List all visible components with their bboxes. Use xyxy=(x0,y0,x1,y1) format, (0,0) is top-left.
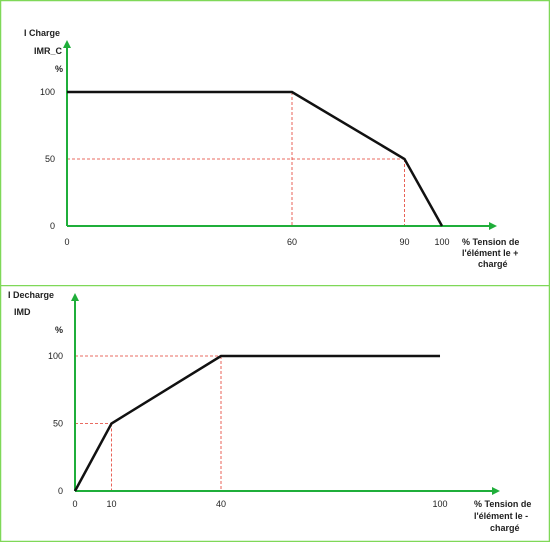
y-tick-label: 50 xyxy=(45,154,55,164)
y-axis-unit: % xyxy=(55,325,63,335)
x-tick-label: 0 xyxy=(72,499,77,509)
x-tick-label: 100 xyxy=(434,237,449,247)
x-axis-arrow-icon xyxy=(489,222,497,230)
x-tick-label: 0 xyxy=(64,237,69,247)
y-tick-label: 0 xyxy=(50,221,55,231)
x-tick-label: 10 xyxy=(106,499,116,509)
x-tick-label: 40 xyxy=(216,499,226,509)
y-tick-label: 50 xyxy=(53,419,63,429)
x-axis-label-line: l'élément le - xyxy=(474,511,528,521)
x-axis-label-line: % Tension de xyxy=(462,237,519,247)
x-axis-label-line: % Tension de xyxy=(474,499,531,509)
discharge-chart: 0 10 40 100 0 50 100 I Decharge IMD% % Tension de… xyxy=(0,285,550,542)
x-axis-arrow-icon xyxy=(492,487,500,495)
chart-title: I Charge xyxy=(24,28,60,38)
chart-title: I Decharge xyxy=(8,290,54,300)
series-line xyxy=(73,354,440,492)
x-tick-label: 60 xyxy=(287,237,297,247)
charge-chart-panel: 0 60 90 100 0 50 100 I Charge IMR_C% % Tension de… xyxy=(0,0,550,285)
y-axis-label: IMR_C xyxy=(34,46,63,56)
y-axis-arrow-icon xyxy=(71,293,79,301)
y-tick-label: 100 xyxy=(40,87,55,97)
charge-chart: 0 60 90 100 0 50 100 I Charge IMR_C% % Tension de… xyxy=(0,0,550,285)
x-axis-label-line: l'élément le + xyxy=(462,248,518,258)
discharge-chart-panel: 0 10 40 100 0 50 100 I Decharge IMD% % Tension de… xyxy=(0,285,550,542)
x-axis-label-line: chargé xyxy=(490,523,520,533)
series-line xyxy=(67,90,444,227)
x-tick-label: 90 xyxy=(399,237,409,247)
y-tick-label: 100 xyxy=(48,351,63,361)
x-axis-label-line: chargé xyxy=(478,259,508,269)
y-tick-label: 0 xyxy=(58,486,63,496)
y-axis-unit: % xyxy=(55,64,63,74)
y-axis-label: IMD xyxy=(14,307,31,317)
y-axis-arrow-icon xyxy=(63,40,71,48)
x-tick-label: 100 xyxy=(432,499,447,509)
